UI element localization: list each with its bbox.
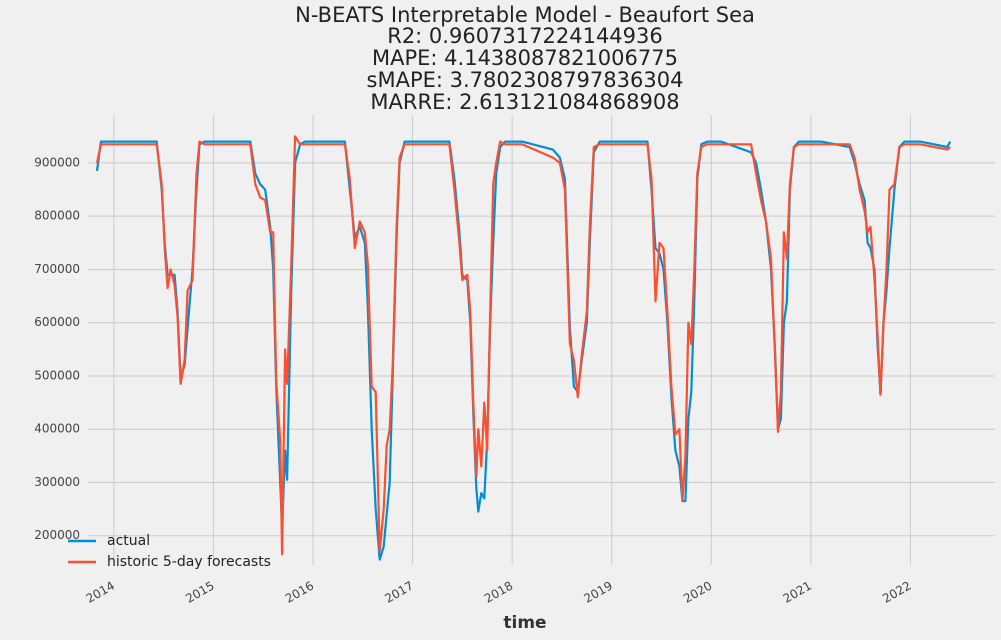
y-tick-label: 300000: [34, 475, 80, 489]
y-tick-label: 200000: [34, 528, 80, 542]
chart-subtitle: MARRE: 2.613121084868908: [370, 90, 679, 114]
data-line: [95, 135, 951, 556]
x-tick-label: 2019: [581, 579, 614, 606]
x-tick-label: 2017: [382, 579, 415, 606]
x-axis-label: time: [503, 613, 546, 633]
y-tick-label: 900000: [34, 155, 80, 169]
y-tick-label: 400000: [34, 422, 80, 436]
y-tick-label: 800000: [34, 209, 80, 223]
chart-title: N-BEATS Interpretable Model - Beaufort S…: [295, 3, 755, 27]
x-tick-label: 2015: [183, 579, 216, 606]
y-tick-label: 600000: [34, 315, 80, 329]
x-tick-label: 2014: [84, 579, 117, 606]
y-tick-label: 500000: [34, 368, 80, 382]
x-tick-label: 2016: [283, 579, 316, 606]
y-tick-label: 700000: [34, 262, 80, 276]
x-tick-label: 2021: [781, 579, 814, 606]
chart-subtitle: R2: 0.9607317224144936: [387, 24, 663, 48]
legend-label: historic 5-day forecasts: [107, 554, 271, 570]
x-tick-label: 2022: [880, 579, 913, 606]
data-line: [95, 140, 952, 561]
x-tick-label: 2020: [681, 579, 714, 606]
x-tick-label: 2018: [482, 579, 515, 606]
legend-label: actual: [107, 533, 150, 549]
chart-subtitle: MAPE: 4.1438087821006775: [372, 46, 678, 70]
chart-subtitle: sMAPE: 3.7802308797836304: [367, 68, 684, 92]
